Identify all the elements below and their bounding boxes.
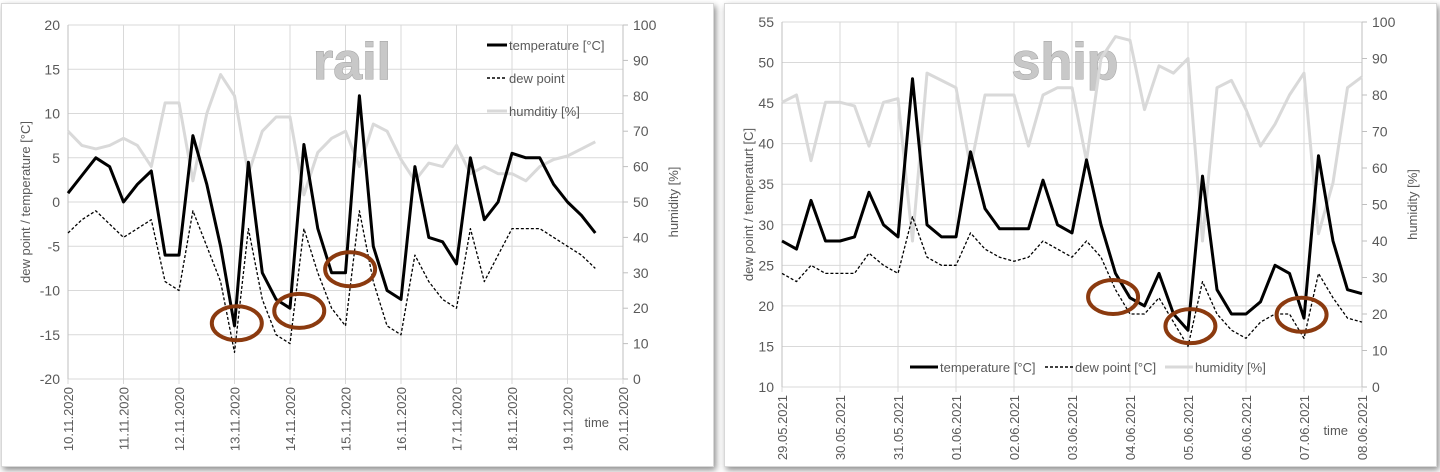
y-tick-label: 25 [758,257,774,273]
y2-tick-label: 40 [1372,233,1388,249]
legend-label: humditiy [%] [509,104,580,119]
x-tick-label: 15.11.2020 [339,387,354,451]
y2-tick-label: 20 [1372,306,1388,322]
annotation-circle [1163,307,1218,346]
y-tick-label: 55 [758,14,774,30]
x-tick-label: 02.06.2021 [1007,395,1022,460]
y-tick-label: -15 [40,327,60,343]
x-tick-label: 10.11.2020 [61,387,76,451]
series-line-1 [781,216,1363,348]
series-line-1 [67,210,596,354]
y2-tick-label: 80 [633,88,649,104]
y-tick-label: 0 [52,194,60,210]
chart-title: rail [313,33,391,91]
y-axis-label: dew point / temperature [°C] [18,121,33,283]
x-tick-label: 30.05.2021 [833,395,848,460]
series-line-0 [781,77,1363,332]
y2-tick-label: 80 [1372,87,1388,103]
y-axis-label: dew point / temperaturt [C] [741,128,756,281]
y2-tick-label: 50 [633,194,649,210]
y2-tick-label: 90 [1372,51,1388,67]
annotation-circle [272,291,327,330]
x-tick-label: 31.05.2021 [891,395,906,460]
y-tick-label: 20 [44,17,60,33]
annotation-circle [1086,277,1141,316]
rail-chart-card: 20 15 10 5 0 -5 -10 -15 -20 100 90 80 70 60 50 40 30 20 10… [1,3,714,467]
x-tick-label: 29.05.2021 [775,395,790,460]
x-tick-label: 14.11.2020 [283,387,298,451]
legend-label: temperature [°C] [509,38,605,53]
x-tick-label: 06.06.2021 [1239,395,1254,460]
x-tick-label: 17.11.2020 [450,387,465,451]
legend-label: humidity [%] [1195,360,1266,375]
y-tick-label: 40 [758,136,774,152]
y2-tick-label: 40 [633,229,649,245]
y2-tick-label: 50 [1372,197,1388,213]
y2-tick-label: 0 [1372,379,1380,395]
y2-tick-label: 60 [633,159,649,175]
y2-tick-label: 30 [633,265,649,281]
x-tick-label: 08.06.2021 [1355,395,1370,460]
x-tick-label: 19.11.2020 [561,387,576,451]
y2-tick-label: 70 [633,123,649,139]
y2-axis-label: humidity [%] [1405,169,1420,240]
x-axis-label: time [1323,423,1348,438]
x-axis-label: time [584,415,609,430]
y2-tick-label: 100 [633,17,657,33]
annotation-circle [323,250,378,289]
y-tick-label: 30 [758,217,774,233]
y2-tick-label: 100 [1372,14,1396,30]
legend-label: dew point [°C] [1075,360,1156,375]
legend-label: dew point [509,71,565,86]
y-tick-label: -5 [48,238,61,254]
x-tick-label: 07.06.2021 [1297,395,1312,460]
y2-tick-label: 90 [633,52,649,68]
legend-label: temperature [°C] [940,360,1036,375]
y-tick-label: 45 [758,95,774,111]
y-tick-label: 15 [758,338,774,354]
y-tick-label: 20 [758,298,774,314]
y2-tick-label: 10 [1372,343,1388,359]
chart-title: ship [1012,33,1119,91]
rail-chart: 20151050-5-10-15-20100908070605040302010… [18,17,681,451]
x-tick-label: 04.06.2021 [1123,395,1138,460]
x-tick-label: 16.11.2020 [394,387,409,451]
y2-axis-label: humidity [%] [666,167,681,238]
y-tick-label: 5 [52,150,60,166]
x-tick-label: 03.06.2021 [1065,395,1080,460]
series-line-2 [781,35,1363,243]
y-tick-label: -10 [40,283,60,299]
y2-tick-label: 10 [633,336,649,352]
y-tick-label: 50 [758,55,774,71]
x-tick-label: 18.11.2020 [505,387,520,451]
y2-tick-label: 30 [1372,270,1388,286]
annotation-circle [209,304,264,343]
y-tick-label: 10 [758,379,774,395]
y2-tick-label: 0 [633,371,641,387]
y2-tick-label: 20 [633,300,649,316]
x-tick-label: 05.06.2021 [1181,395,1196,460]
x-tick-label: 11.11.2020 [117,387,132,450]
annotation-circle [1274,295,1329,334]
y-tick-label: 15 [44,61,60,77]
y-tick-label: -20 [40,371,60,387]
ship-chart-card: 55 50 45 40 35 30 25 20 15 10 100 90 80 70 60 50 40 30 20 1… [724,3,1437,467]
x-tick-label: 20.11.2020 [616,387,631,451]
ship-chart: 5550454035302520151010090807060504030201… [741,14,1420,460]
y2-tick-label: 60 [1372,160,1388,176]
y-tick-label: 35 [758,176,774,192]
x-tick-label: 13.11.2020 [228,387,243,451]
x-tick-label: 12.11.2020 [172,387,187,451]
y-tick-label: 10 [44,106,60,122]
x-tick-label: 01.06.2021 [949,395,964,460]
y2-tick-label: 70 [1372,124,1388,140]
series-line-0 [66,94,597,328]
